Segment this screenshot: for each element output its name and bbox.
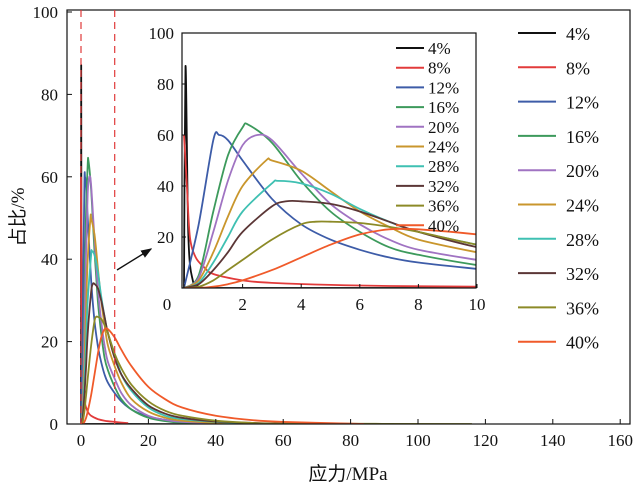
- inset-x-tick-label: 10: [469, 295, 486, 314]
- zoom-region-markers: [80, 10, 116, 424]
- x-tick-label: 40: [207, 431, 224, 450]
- main-series-line-32pct: [80, 282, 351, 424]
- legend-label: 32%: [566, 264, 599, 284]
- main-plot-frame: [66, 9, 631, 425]
- legend-label: 24%: [566, 196, 599, 216]
- y-tick-label: 0: [50, 415, 59, 434]
- x-tick-label: 80: [342, 431, 359, 450]
- main-series-line-20pct: [80, 175, 284, 424]
- inset-y-tick-label: 20: [157, 228, 174, 247]
- inset-legend-label: 12%: [428, 78, 459, 97]
- inset-legend-label: 24%: [428, 138, 459, 157]
- inset-y-tick-label: 60: [157, 126, 174, 145]
- legend-label: 8%: [566, 58, 590, 78]
- inset-legend-label: 32%: [428, 177, 459, 196]
- inset-frame: [181, 32, 477, 289]
- zoom-arrow: [116, 248, 153, 271]
- x-axis-label: 应力/MPa: [308, 463, 388, 485]
- inset-y-tick-label: 40: [157, 177, 174, 196]
- x-tick-label: 160: [607, 431, 633, 450]
- y-tick-label: 80: [41, 85, 58, 104]
- legend-label: 16%: [566, 127, 599, 147]
- inset-legend-label: 40%: [428, 216, 459, 235]
- x-tick-label: 60: [275, 431, 292, 450]
- y-axis-label: 占比/%: [7, 187, 29, 246]
- inset-legend-label: 8%: [428, 59, 451, 78]
- legend-label: 20%: [566, 161, 599, 181]
- inset-legend-label: 16%: [428, 98, 459, 117]
- inset-legend-label: 4%: [428, 39, 451, 58]
- inset-x-tick-label: 2: [238, 295, 247, 314]
- inset-series-line-20pct: [183, 133, 476, 288]
- inset-series-line-32pct: [183, 199, 476, 288]
- inset-x-tick-label: 6: [356, 295, 365, 314]
- inset-x-tick-label: 8: [414, 295, 423, 314]
- y-tick-label: 100: [33, 3, 59, 22]
- inset-y-tick-label: 100: [149, 24, 175, 43]
- x-tick-label: 140: [540, 431, 566, 450]
- y-tick-label: 60: [41, 168, 58, 187]
- inset-series-line-12pct: [183, 131, 476, 288]
- legend-label: 4%: [566, 24, 590, 44]
- inset-series-line-36pct: [183, 220, 476, 288]
- inset-y-tick-label: 80: [157, 75, 174, 94]
- y-tick-label: 20: [41, 333, 58, 352]
- inset-legend-label: 36%: [428, 197, 459, 216]
- inset-series-line-8pct: [183, 134, 476, 288]
- inset-legend: 4%8%12%16%20%24%28%32%36%40%: [396, 39, 459, 235]
- main-series-line-16pct: [80, 156, 284, 424]
- main-series-line-36pct: [80, 315, 472, 424]
- inset-series-line-24pct: [183, 157, 476, 288]
- x-tick-label: 120: [473, 431, 499, 450]
- legend-label: 28%: [566, 230, 599, 250]
- legend-label: 12%: [566, 93, 599, 113]
- inset-x-tick-label: 0: [163, 295, 172, 314]
- x-tick-label: 20: [140, 431, 157, 450]
- inset-x-tick-label: 4: [297, 295, 306, 314]
- main-legend: 4% 8% 12% 16% 20% 24% 28% 32% 36% 40%: [518, 24, 599, 353]
- main-series-line-40pct: [81, 327, 365, 424]
- x-tick-label: 100: [405, 431, 431, 450]
- inset-series-line-16pct: [183, 122, 476, 288]
- inset-series-line-40pct: [184, 227, 476, 288]
- x-tick-label: 0: [77, 431, 86, 450]
- inset-plot-series: [183, 65, 476, 288]
- legend-label: 40%: [566, 333, 599, 353]
- inset-legend-label: 28%: [428, 157, 459, 176]
- inset-legend-label: 20%: [428, 118, 459, 137]
- inset-axis-ticks: 0 2 4 6 8 10 20 40 60 80 100: [149, 24, 486, 314]
- legend-label: 36%: [566, 298, 599, 318]
- y-tick-label: 40: [41, 250, 58, 269]
- inset-series-line-28pct: [183, 179, 476, 288]
